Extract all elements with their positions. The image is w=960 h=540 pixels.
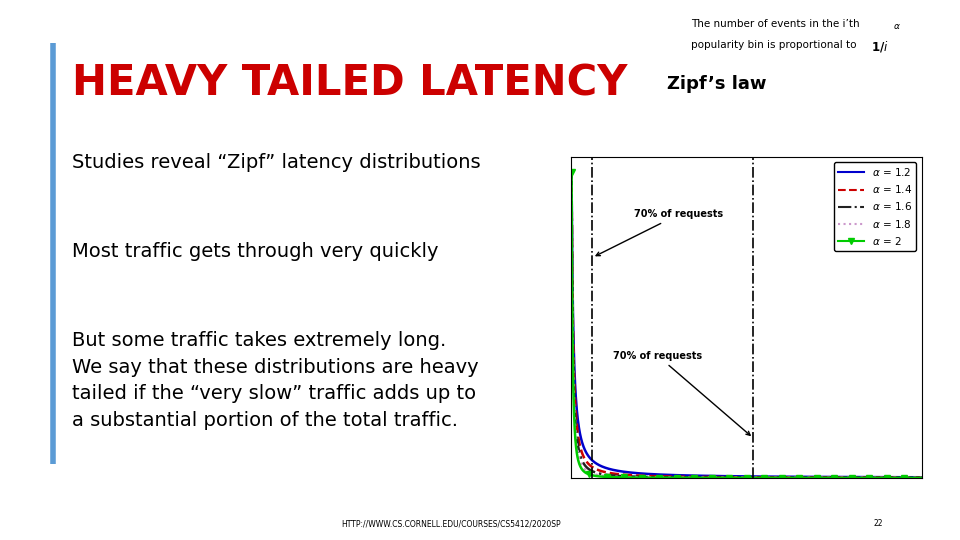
Text: The number of events in the i’th: The number of events in the i’th <box>691 19 860 29</box>
Text: 70% of requests: 70% of requests <box>596 210 724 255</box>
Legend: $\alpha$ = 1.2, $\alpha$ = 1.4, $\alpha$ = 1.6, $\alpha$ = 1.8, $\alpha$ = 2: $\alpha$ = 1.2, $\alpha$ = 1.4, $\alpha$… <box>833 162 917 251</box>
Text: Zipf’s law: Zipf’s law <box>667 75 767 93</box>
Text: 70% of requests: 70% of requests <box>613 351 750 435</box>
Text: HTTP://WWW.CS.CORNELL.EDU/COURSES/CS5412/2020SP: HTTP://WWW.CS.CORNELL.EDU/COURSES/CS5412… <box>342 519 561 528</box>
Text: Most traffic gets through very quickly: Most traffic gets through very quickly <box>72 241 439 261</box>
Text: $\mathbf{1/\mathit{i}}$: $\mathbf{1/\mathit{i}}$ <box>871 39 888 54</box>
Text: But some traffic takes extremely long.
We say that these distributions are heavy: But some traffic takes extremely long. W… <box>72 332 479 430</box>
Text: HEAVY TAILED LATENCY: HEAVY TAILED LATENCY <box>72 63 628 105</box>
Text: $\alpha$: $\alpha$ <box>893 22 900 31</box>
Text: popularity bin is proportional to: popularity bin is proportional to <box>691 40 860 51</box>
Text: 22: 22 <box>874 519 883 528</box>
Text: Studies reveal “Zipf” latency distributions: Studies reveal “Zipf” latency distributi… <box>72 152 481 172</box>
